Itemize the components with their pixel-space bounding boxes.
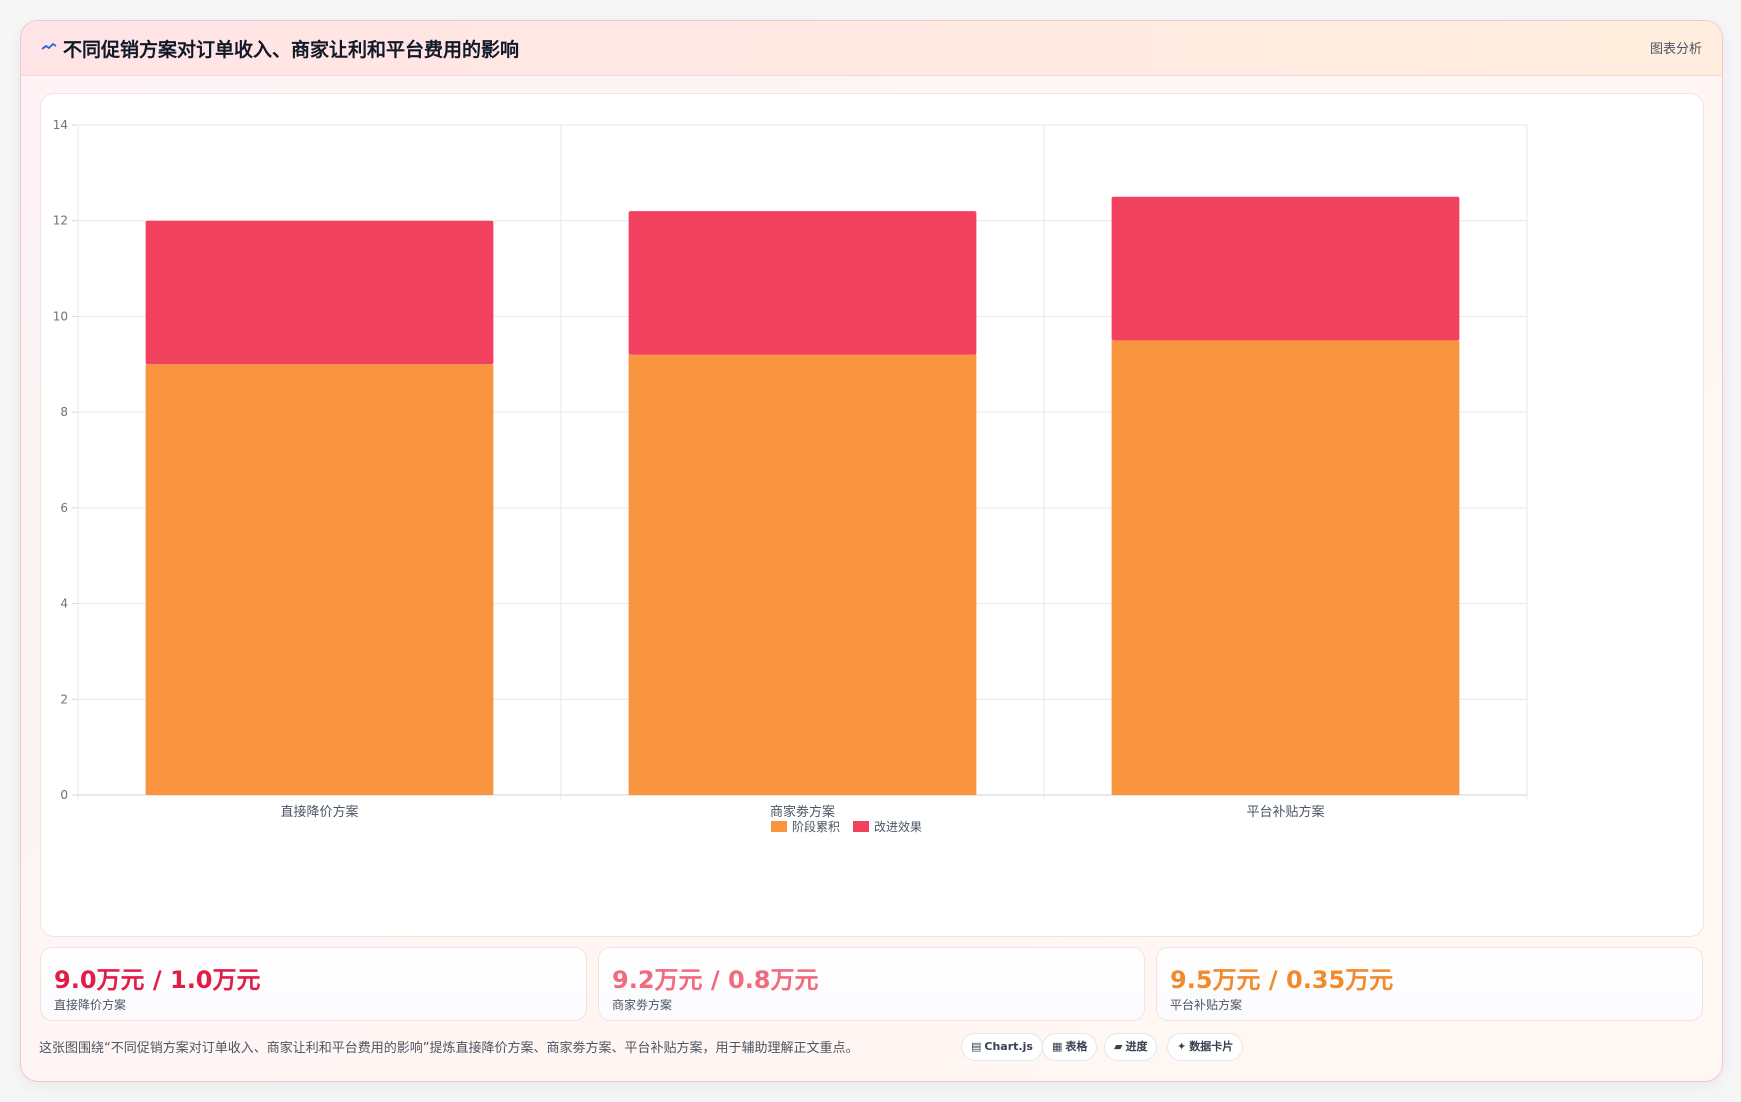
kpi-label: 平台补贴方案 (1170, 998, 1243, 1012)
y-tick-label: 14 (53, 118, 68, 132)
kpi-label: 商家劵方案 (612, 998, 673, 1012)
sparkle-icon: ✦ (1177, 1040, 1187, 1053)
bar-improvement-1 (628, 211, 977, 355)
card-header: 不同促销方案对订单收入、商家让利和平台费用的影响 图表分析 (21, 21, 1722, 76)
chart-area: 0 2 4 6 8 10 12 14 直接降价方案 商家劵方案 平台补贴方案阶段累积 改进效果 (40, 93, 1704, 937)
chip-label: 数据卡片 (1189, 1040, 1234, 1053)
bar-improvement-2 (1111, 196, 1460, 341)
chip-label: Chart.js (984, 1040, 1033, 1053)
progress-icon: ▰ (1114, 1040, 1123, 1053)
y-tick-label: 4 (60, 597, 68, 611)
bar-stage-cumulative-2 (1111, 340, 1460, 795)
chart-card: 不同促销方案对订单收入、商家让利和平台费用的影响 图表分析 0 2 4 6 8 10 12 1… (20, 20, 1723, 1082)
chart-analysis-badge: 图表分析 (1649, 42, 1702, 57)
chip-progress[interactable]: ▰ 进度 (1104, 1033, 1158, 1061)
bar-improvement-0 (145, 220, 494, 365)
kpi-card-subsidy: 9.5万元 / 0.35万元 平台补贴方案 (1156, 947, 1703, 1021)
chip-label: 表格 (1065, 1040, 1088, 1053)
legend-swatch (853, 821, 869, 832)
legend-label: 阶段累积 (792, 819, 840, 834)
kpi-value: 9.5万元 / 0.35万元 (1170, 966, 1394, 994)
table-icon: ▦ (1052, 1040, 1063, 1053)
y-tick-label: 2 (60, 692, 68, 706)
y-tick-label: 8 (60, 405, 68, 419)
chip-label: 进度 (1125, 1040, 1148, 1053)
y-tick-label: 0 (60, 788, 68, 802)
kpi-card-coupon: 9.2万元 / 0.8万元 商家劵方案 (598, 947, 1145, 1021)
kpi-value: 9.2万元 / 0.8万元 (612, 966, 819, 994)
x-tick-label: 平台补贴方案 (1246, 804, 1324, 820)
kpi-value: 9.0万元 / 1.0万元 (54, 966, 261, 994)
page-title: 不同促销方案对订单收入、商家让利和平台费用的影响 (63, 39, 520, 61)
chip-chartjs[interactable]: ▤ Chart.js (961, 1033, 1043, 1061)
kpi-label: 直接降价方案 (54, 998, 127, 1012)
chart-footnote: 这张图围绕“不同促销方案对订单收入、商家让利和平台费用的影响”提炼直接降价方案、… (39, 1041, 859, 1056)
y-tick-label: 10 (53, 309, 68, 323)
legend-label: 改进效果 (874, 819, 922, 834)
line-chart-icon (41, 42, 57, 50)
x-tick-label: 直接降价方案 (280, 804, 358, 820)
x-tick-label: 商家劵方案 (770, 804, 835, 820)
bar-stage-cumulative-0 (145, 364, 494, 795)
chip-data-card[interactable]: ✦ 数据卡片 (1167, 1033, 1244, 1061)
y-tick-label: 6 (60, 501, 68, 515)
y-tick-label: 12 (53, 214, 68, 228)
kpi-card-direct: 9.0万元 / 1.0万元 直接降价方案 (40, 947, 587, 1021)
chip-table[interactable]: ▦ 表格 (1042, 1033, 1098, 1061)
chart-icon: ▤ (971, 1040, 982, 1053)
legend-swatch (771, 821, 787, 832)
bar-stage-cumulative-1 (628, 354, 977, 795)
